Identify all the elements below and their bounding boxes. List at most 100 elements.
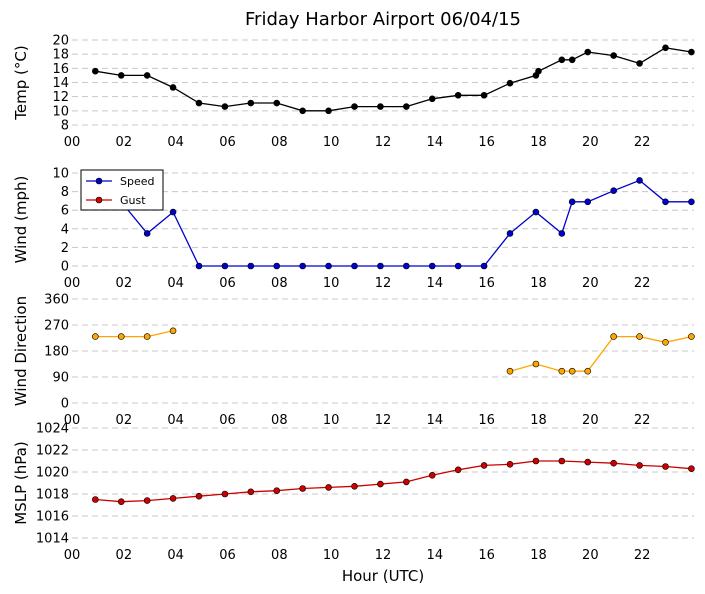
x-tick-label-mslp: 00 <box>64 548 81 563</box>
data-point-mslp <box>636 462 643 469</box>
x-tick-label-wind: 08 <box>271 276 288 291</box>
x-tick-label-wind: 18 <box>530 276 547 291</box>
y-axis-label-temp: Temp (°C) <box>12 45 30 120</box>
data-point-wind <box>377 262 384 270</box>
data-point-temp <box>535 67 542 75</box>
x-tick-label-temp: 22 <box>634 135 651 150</box>
x-tick-label-temp: 04 <box>167 135 184 150</box>
data-point-wind <box>221 262 229 270</box>
x-tick-label-wind: 06 <box>219 276 236 291</box>
data-point-dir <box>532 360 540 368</box>
data-point-wind <box>325 262 332 270</box>
data-point-temp <box>636 60 643 67</box>
y-tick-label-mslp: 1016 <box>36 510 69 525</box>
data-point-temp <box>273 99 281 107</box>
y-axis-label-dir: Wind Direction <box>12 296 30 406</box>
x-tick-label-dir: 22 <box>634 413 651 428</box>
data-point-mslp <box>688 465 695 473</box>
data-point-mslp <box>351 482 358 490</box>
x-tick-label-wind: 04 <box>167 276 184 291</box>
y-tick-label-temp: 8 <box>61 119 69 134</box>
data-point-dir <box>636 333 643 340</box>
data-point-temp <box>377 103 384 110</box>
x-tick-label-wind: 16 <box>478 276 495 291</box>
y-tick-label-dir: 0 <box>61 397 69 412</box>
x-axis-label: Hour (UTC) <box>342 567 424 585</box>
data-point-temp <box>480 91 488 99</box>
data-point-temp <box>610 52 617 59</box>
y-tick-label-wind: 10 <box>52 167 69 182</box>
y-tick-label-wind: 0 <box>61 260 69 275</box>
y-tick-label-wind: 4 <box>61 222 69 237</box>
data-point-temp <box>299 107 306 115</box>
data-point-temp <box>92 67 99 75</box>
data-point-wind <box>636 177 643 184</box>
legend-marker-speed <box>95 177 103 185</box>
data-point-mslp <box>143 497 151 504</box>
x-tick-label-mslp: 14 <box>427 548 444 563</box>
y-tick-label-temp: 18 <box>52 48 69 63</box>
data-point-dir <box>688 333 695 340</box>
data-point-dir <box>584 367 592 375</box>
x-tick-label-mslp: 06 <box>219 548 236 563</box>
data-point-dir <box>558 367 566 375</box>
data-point-wind <box>428 262 436 270</box>
x-tick-label-mslp: 02 <box>116 548 133 563</box>
x-tick-label-temp: 10 <box>323 135 340 150</box>
legend-box <box>80 169 164 211</box>
data-point-mslp <box>117 498 125 506</box>
x-tick-label-mslp: 16 <box>478 548 495 563</box>
data-point-dir <box>117 333 125 340</box>
data-point-temp <box>247 99 255 107</box>
data-point-temp <box>195 99 203 107</box>
series-line-wind <box>120 179 692 267</box>
data-point-dir <box>169 327 177 335</box>
x-tick-label-dir: 04 <box>167 413 184 428</box>
legend-marker-gust <box>95 196 103 204</box>
data-point-temp <box>143 72 151 79</box>
y-axis-label-wind: Wind (mph) <box>12 176 30 264</box>
data-point-wind <box>299 262 306 270</box>
data-point-wind <box>610 187 617 194</box>
data-point-wind <box>195 262 203 270</box>
x-tick-label-dir: 08 <box>271 413 288 428</box>
x-tick-label-dir: 06 <box>219 413 236 428</box>
legend-label-speed: Speed <box>120 175 154 188</box>
x-tick-label-mslp: 12 <box>375 548 392 563</box>
x-tick-label-mslp: 22 <box>634 548 651 563</box>
y-tick-label-mslp: 1020 <box>36 466 69 481</box>
data-point-mslp <box>377 480 384 488</box>
data-point-temp <box>351 103 358 110</box>
y-tick-label-temp: 12 <box>52 90 69 105</box>
data-point-wind <box>169 208 177 216</box>
data-point-wind <box>247 262 255 270</box>
data-point-mslp <box>169 495 177 502</box>
data-point-wind <box>688 198 695 206</box>
y-tick-label-wind: 2 <box>61 241 69 256</box>
x-tick-label-wind: 22 <box>634 276 651 291</box>
x-tick-label-dir: 12 <box>375 413 392 428</box>
data-point-wind <box>662 198 669 206</box>
data-point-mslp <box>325 484 332 491</box>
data-point-temp <box>454 91 462 99</box>
x-tick-label-wind: 02 <box>116 276 133 291</box>
data-point-dir <box>506 367 514 375</box>
data-point-wind <box>506 230 514 237</box>
data-point-temp <box>325 107 332 115</box>
data-point-mslp <box>584 458 592 466</box>
data-point-wind <box>558 230 566 237</box>
y-tick-label-wind: 8 <box>61 185 69 200</box>
data-point-mslp <box>662 463 669 470</box>
x-tick-label-temp: 02 <box>116 135 133 150</box>
data-point-mslp <box>428 471 436 479</box>
chart-title: Friday Harbor Airport 06/04/15 <box>245 9 521 30</box>
data-point-mslp <box>454 466 462 474</box>
x-tick-label-temp: 20 <box>582 135 599 150</box>
x-tick-label-dir: 16 <box>478 413 495 428</box>
x-tick-label-dir: 10 <box>323 413 340 428</box>
data-point-dir <box>92 333 99 340</box>
data-point-mslp <box>221 490 229 498</box>
data-point-wind <box>403 262 410 270</box>
